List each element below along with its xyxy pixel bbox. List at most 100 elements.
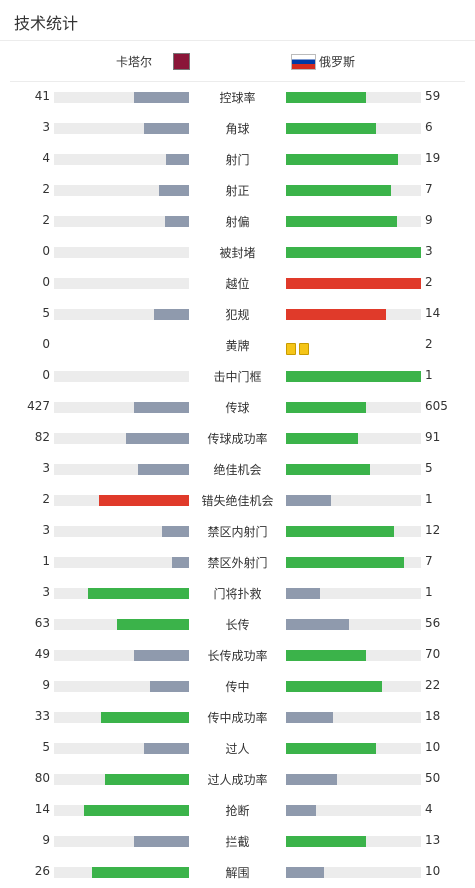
home-stat-bar bbox=[54, 92, 189, 103]
home-stat-bar bbox=[54, 743, 189, 754]
stat-row: 3 绝佳机会 5 bbox=[0, 454, 475, 485]
away-stat-bar-fill bbox=[286, 681, 382, 692]
stat-label: 绝佳机会 bbox=[213, 463, 262, 477]
home-stat-value: 0 bbox=[42, 337, 50, 351]
away-stat-bar bbox=[286, 650, 421, 661]
away-stat-bar bbox=[286, 309, 421, 320]
away-stat-value: 1 bbox=[425, 368, 433, 382]
away-stat-value: 2 bbox=[425, 337, 433, 351]
home-stat-value: 5 bbox=[42, 740, 50, 754]
home-stat-bar-fill bbox=[101, 712, 189, 723]
away-stat-bar-fill bbox=[286, 92, 366, 103]
home-stat-value: 33 bbox=[34, 709, 50, 723]
away-stat-bar bbox=[286, 526, 421, 537]
away-stat-bar-fill bbox=[286, 743, 376, 754]
stat-row: 41 控球率 59 bbox=[0, 82, 475, 113]
home-stat-bar bbox=[54, 805, 189, 816]
stat-label: 击中门框 bbox=[213, 370, 262, 384]
home-stat-value: 3 bbox=[42, 585, 50, 599]
home-stat-value: 26 bbox=[34, 864, 50, 878]
stat-label: 抢断 bbox=[225, 804, 250, 818]
home-stat-value: 2 bbox=[42, 492, 50, 506]
away-stat-bar-fill bbox=[286, 557, 404, 568]
stat-label: 传球 bbox=[225, 401, 250, 415]
away-stat-value: 605 bbox=[425, 399, 448, 413]
stat-label: 禁区外射门 bbox=[207, 556, 268, 570]
home-stat-bar-fill bbox=[144, 123, 189, 134]
away-stat-bar-fill bbox=[286, 619, 349, 630]
away-stat-bar-fill bbox=[286, 464, 370, 475]
home-stat-bar-fill bbox=[134, 650, 189, 661]
home-stat-bar-fill bbox=[117, 619, 189, 630]
home-stat-bar bbox=[54, 557, 189, 568]
away-stat-bar bbox=[286, 805, 421, 816]
away-stat-bar-fill bbox=[286, 836, 366, 847]
russia-flag-icon bbox=[291, 54, 316, 70]
away-stat-bar-fill bbox=[286, 433, 358, 444]
home-stat-bar bbox=[54, 774, 189, 785]
away-stat-value: 50 bbox=[425, 771, 441, 785]
home-stat-bar bbox=[54, 712, 189, 723]
stat-label: 拦截 bbox=[225, 835, 250, 849]
home-stat-bar bbox=[54, 371, 189, 382]
away-team-name: 俄罗斯 bbox=[319, 55, 356, 69]
home-stat-bar bbox=[54, 588, 189, 599]
home-stat-bar bbox=[54, 309, 189, 320]
away-stat-value: 7 bbox=[425, 182, 433, 196]
home-stat-value: 41 bbox=[34, 89, 50, 103]
away-stat-bar bbox=[286, 619, 421, 630]
away-stat-bar bbox=[286, 774, 421, 785]
stat-label: 门将扑救 bbox=[213, 587, 262, 601]
home-stat-value: 427 bbox=[27, 399, 50, 413]
home-stat-bar-fill bbox=[144, 743, 189, 754]
away-stat-bar bbox=[286, 154, 421, 165]
away-stat-bar-fill bbox=[286, 247, 421, 258]
away-stat-bar bbox=[286, 464, 421, 475]
home-stat-bar bbox=[54, 464, 189, 475]
away-stat-bar bbox=[286, 495, 421, 506]
home-stat-value: 0 bbox=[42, 368, 50, 382]
home-stat-bar-fill bbox=[150, 681, 189, 692]
home-stat-value: 3 bbox=[42, 461, 50, 475]
away-stat-bar-fill bbox=[286, 805, 316, 816]
stat-row: 3 禁区内射门 12 bbox=[0, 516, 475, 547]
stat-row: 2 射偏 9 bbox=[0, 206, 475, 237]
home-stat-bar-fill bbox=[172, 557, 189, 568]
stat-row: 26 解围 10 bbox=[0, 857, 475, 888]
away-stat-bar-fill bbox=[286, 650, 366, 661]
away-stat-bar bbox=[286, 557, 421, 568]
away-stat-bar bbox=[286, 836, 421, 847]
home-stat-value: 9 bbox=[42, 833, 50, 847]
home-stat-value: 3 bbox=[42, 120, 50, 134]
home-stat-value: 1 bbox=[42, 554, 50, 568]
stat-row: 427 传球 605 bbox=[0, 392, 475, 423]
home-team-name: 卡塔尔 bbox=[115, 55, 152, 69]
home-stat-value: 14 bbox=[34, 802, 50, 816]
stat-row: 2 射正 7 bbox=[0, 175, 475, 206]
away-stat-bar bbox=[286, 743, 421, 754]
away-stat-bar-fill bbox=[286, 526, 394, 537]
yellow-card-icon bbox=[299, 343, 309, 355]
away-stat-bar-fill bbox=[286, 154, 398, 165]
away-stat-value: 14 bbox=[425, 306, 441, 320]
away-stat-bar bbox=[286, 92, 421, 103]
home-stat-bar-fill bbox=[99, 495, 189, 506]
away-stat-bar bbox=[286, 278, 421, 289]
stat-label: 解围 bbox=[225, 866, 250, 880]
home-stat-bar-fill bbox=[162, 526, 189, 537]
stat-label: 犯规 bbox=[225, 308, 250, 322]
stat-label: 控球率 bbox=[219, 91, 256, 105]
away-stat-bar bbox=[286, 123, 421, 134]
stat-row: 63 长传 56 bbox=[0, 609, 475, 640]
away-stat-value: 22 bbox=[425, 678, 441, 692]
away-stat-bar bbox=[286, 402, 421, 413]
home-stat-bar bbox=[54, 123, 189, 134]
away-stat-bar bbox=[286, 588, 421, 599]
stat-row: 3 门将扑救 1 bbox=[0, 578, 475, 609]
away-stat-bar-fill bbox=[286, 278, 421, 289]
away-stat-bar bbox=[286, 216, 421, 227]
away-yellow-cards bbox=[286, 340, 312, 359]
away-stat-bar bbox=[286, 712, 421, 723]
away-stat-value: 19 bbox=[425, 151, 441, 165]
away-stat-bar bbox=[286, 185, 421, 196]
